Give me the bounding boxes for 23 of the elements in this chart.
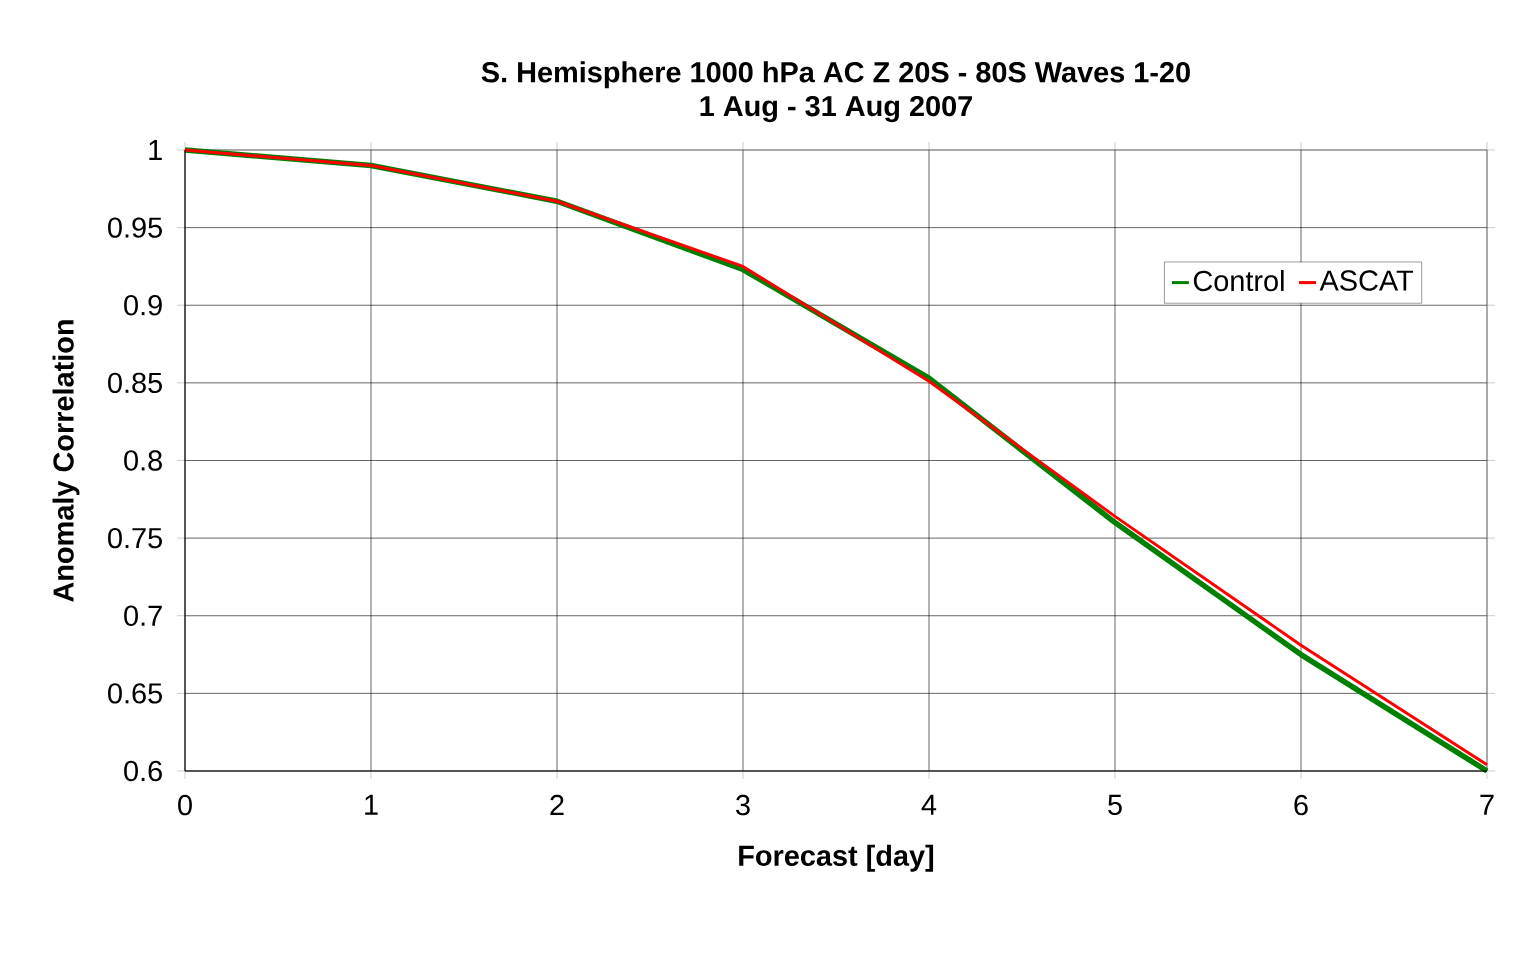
- legend-label: ASCAT: [1319, 270, 1414, 291]
- x-tick-label: 7: [1480, 794, 1494, 815]
- y-tick-label: 0.9: [124, 295, 162, 316]
- y-tick-label: 0.75: [108, 527, 162, 549]
- y-tick-label: 0.85: [108, 372, 162, 394]
- x-tick-label: 3: [736, 794, 750, 816]
- x-axis-title: Forecast [day]: [739, 844, 934, 872]
- x-tick-label: 0: [178, 794, 192, 816]
- x-tick-label: 5: [1108, 794, 1122, 815]
- y-tick-label: 1: [149, 140, 162, 160]
- chart-subtitle: 1 Aug - 31 Aug 2007: [700, 95, 972, 123]
- y-tick-label: 0.6: [124, 760, 162, 782]
- y-tick-label: 0.7: [124, 605, 162, 626]
- x-tick-label: 1: [365, 794, 378, 815]
- x-tick-label: 4: [921, 794, 937, 815]
- x-tick-label: 6: [1294, 794, 1308, 816]
- x-tick-label: 2: [550, 794, 564, 815]
- y-tick-label: 0.95: [108, 217, 162, 238]
- y-tick-label: 0.65: [108, 683, 162, 704]
- legend-label: Control: [1193, 269, 1284, 292]
- chart-title: S. Hemisphere 1000 hPa AC Z 20S - 80S Waves 1-20: [481, 61, 1190, 89]
- y-axis-title: Anomaly Correlation: [52, 320, 80, 602]
- y-tick-label: 0.8: [124, 450, 162, 471]
